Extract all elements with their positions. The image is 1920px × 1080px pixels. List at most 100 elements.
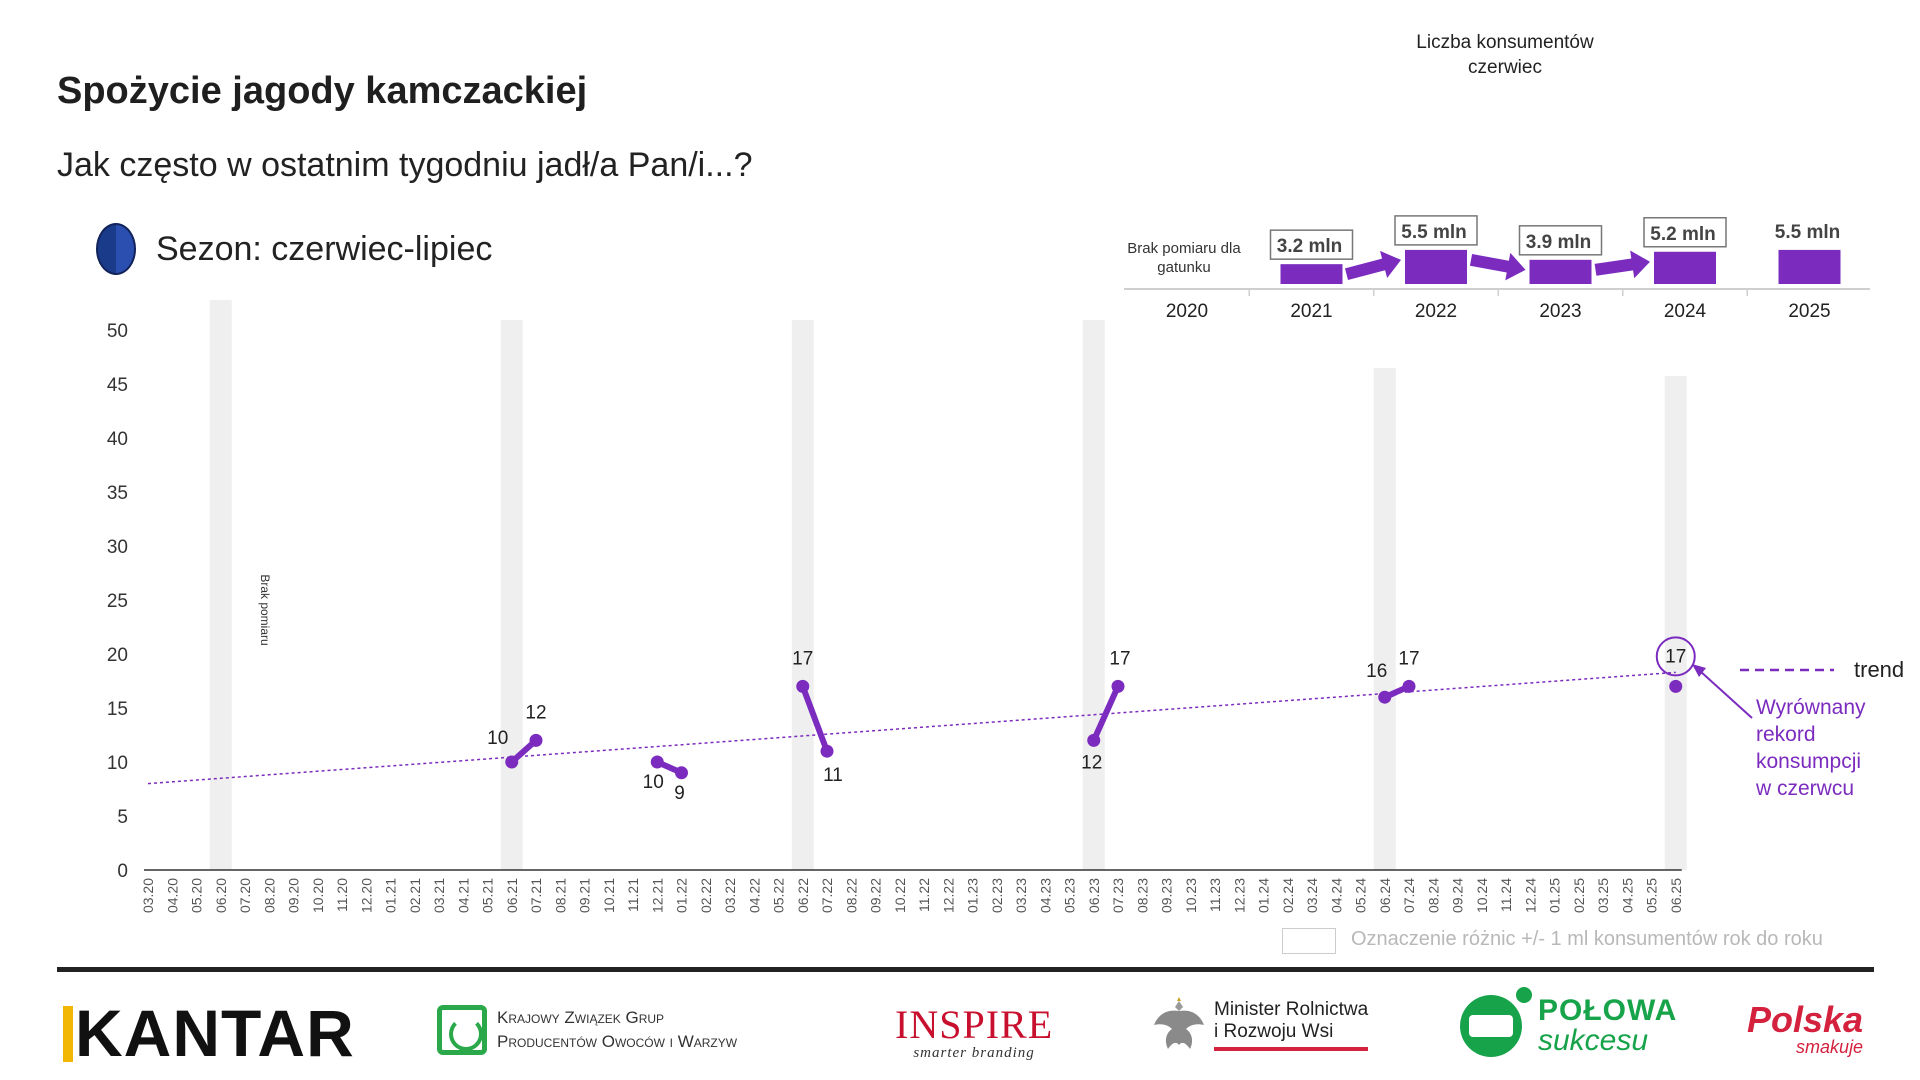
x-tick-label: 01.24 xyxy=(1256,878,1272,913)
annotation-text-line-4: w czerwcu xyxy=(1755,777,1854,800)
polowa-logo: POŁOWA sukcesu xyxy=(1460,987,1677,1057)
season-band-06.24 xyxy=(1373,368,1396,870)
kzgp-line1: Krajowy Związek Grup xyxy=(497,1008,665,1027)
y-tick-label: 15 xyxy=(107,699,128,720)
x-tick-label: 04.22 xyxy=(746,878,762,913)
bar-category-2020: 2020 xyxy=(1166,301,1208,322)
x-tick-label: 04.25 xyxy=(1619,878,1635,913)
annotation-arrowhead-icon xyxy=(1692,664,1706,677)
season-band-06.23 xyxy=(1082,320,1105,870)
no-data-note-line2: gatunku xyxy=(1157,259,1210,276)
x-tick-label: 01.21 xyxy=(383,878,399,913)
x-tick-label: 10.23 xyxy=(1183,878,1199,913)
legend-swatch xyxy=(1282,928,1336,954)
x-tick-label: 11.24 xyxy=(1498,878,1514,912)
polska-line2: smakuje xyxy=(1796,1037,1864,1057)
x-tick-label: 12.24 xyxy=(1522,878,1538,913)
x-tick-label: 02.23 xyxy=(989,878,1005,913)
blueberry-icon xyxy=(96,223,136,275)
x-tick-label: 08.20 xyxy=(261,878,277,913)
x-tick-label: 08.24 xyxy=(1425,878,1441,913)
data-point-12.21 xyxy=(650,755,664,769)
legend-note: Oznaczenie różnic +/- 1 ml konsumentów r… xyxy=(1351,928,1823,950)
annotation-text-line-3: konsumpcji xyxy=(1756,750,1861,773)
page-title: Spożycie jagody kamczackiej xyxy=(57,70,588,112)
x-tick-label: 03.21 xyxy=(431,878,447,913)
bar-label-2021: 3.2 mln xyxy=(1277,236,1342,257)
y-tick-label: 45 xyxy=(107,375,128,396)
data-label-12.21: 10 xyxy=(643,772,664,793)
x-tick-label: 07.20 xyxy=(237,878,253,913)
trend-line xyxy=(147,671,1676,785)
bar-2023 xyxy=(1529,259,1592,284)
eagle-icon xyxy=(1154,997,1204,1049)
season-label: Sezon: czerwiec-lipiec xyxy=(156,229,493,268)
kantar-wordmark: KANTAR xyxy=(75,996,355,1070)
y-tick-label: 0 xyxy=(117,861,128,882)
data-point-07.23 xyxy=(1111,679,1125,693)
y-tick-label: 25 xyxy=(107,591,128,612)
x-tick-label: 03.25 xyxy=(1595,878,1611,913)
data-point-07.22 xyxy=(820,744,834,758)
kzgp-mark-icon xyxy=(437,1005,487,1055)
annotation-text-line-2: rekord xyxy=(1756,723,1816,746)
data-label-07.23: 17 xyxy=(1109,648,1130,669)
data-point-06.21 xyxy=(505,755,519,769)
x-tick-label: 02.25 xyxy=(1571,878,1587,913)
bar-label-box-2022 xyxy=(1394,215,1478,246)
x-tick-label: 03.22 xyxy=(722,878,738,913)
bar-category-2022: 2022 xyxy=(1415,301,1457,322)
bar-label-box-2021 xyxy=(1269,229,1354,260)
x-tick-label: 07.21 xyxy=(528,878,544,913)
season-band-06.21 xyxy=(500,320,523,870)
data-label-07.21: 12 xyxy=(525,702,546,723)
x-tick-label: 10.21 xyxy=(601,878,617,913)
minister-logo: Minister Rolnictwa i Rozwoju Wsi xyxy=(1152,995,1369,1055)
x-tick-label: 01.23 xyxy=(965,878,981,913)
data-point-06.24 xyxy=(1378,690,1392,704)
x-tick-label: 01.25 xyxy=(1547,878,1563,913)
data-label-01.22: 9 xyxy=(674,783,685,804)
consumers-title-line1: Liczba konsumentów xyxy=(1416,32,1594,53)
data-label-06.25: 17 xyxy=(1665,646,1686,667)
data-point-07.21 xyxy=(529,733,543,747)
x-tick-label: 06.22 xyxy=(795,878,811,913)
logo-strip: KANTAR Krajowy Związek Grup Producentów … xyxy=(57,985,1877,1075)
polska-smakuje-logo: Polska smakuje xyxy=(1747,999,1864,1058)
x-tick-label: 05.24 xyxy=(1353,878,1369,913)
y-tick-label: 30 xyxy=(107,537,128,558)
data-label-06.23: 12 xyxy=(1081,752,1102,773)
data-label-06.24: 16 xyxy=(1366,661,1387,682)
annotation-arrow-line xyxy=(1699,670,1753,719)
bar-2025 xyxy=(1778,249,1841,284)
inspire-logo: INSPIRE smarter branding xyxy=(895,1005,1053,1062)
y-tick-label: 10 xyxy=(107,753,128,774)
x-tick-label: 07.23 xyxy=(1110,878,1126,913)
kantar-bar-icon xyxy=(63,1006,73,1062)
x-tick-label: 10.20 xyxy=(310,878,326,913)
x-tick-label: 05.22 xyxy=(771,878,787,913)
x-tick-label: 03.20 xyxy=(140,878,156,913)
x-tick-label: 12.21 xyxy=(649,878,665,913)
annotation-text-line-1: Wyrównany xyxy=(1756,696,1866,719)
data-point-06.25 xyxy=(1669,679,1683,693)
polowa-line2: sukcesu xyxy=(1538,1024,1649,1057)
x-tick-label: 03.24 xyxy=(1304,878,1320,913)
x-tick-label: 04.23 xyxy=(1037,878,1053,913)
season-band-06.25 xyxy=(1664,376,1687,870)
season-header: Sezon: czerwiec-lipiec xyxy=(96,223,492,275)
no-measurement-note: Brak pomiaru xyxy=(258,574,272,645)
x-tick-label: 09.23 xyxy=(1159,878,1175,913)
consumers-title: Liczba konsumentów czerwiec xyxy=(1380,30,1630,80)
bar-2021 xyxy=(1280,264,1343,284)
consumers-title-line2: czerwiec xyxy=(1468,57,1542,78)
x-tick-label: 08.21 xyxy=(552,878,568,913)
x-tick-label: 08.23 xyxy=(1134,878,1150,913)
bar-category-2023: 2023 xyxy=(1539,301,1581,322)
x-tick-label: 11.23 xyxy=(1207,878,1223,912)
polska-line1: Polska xyxy=(1747,999,1864,1040)
x-tick-label: 11.22 xyxy=(916,878,932,912)
data-label-06.22: 17 xyxy=(792,648,813,669)
data-label-06.21: 10 xyxy=(487,728,508,749)
data-point-06.23 xyxy=(1087,733,1101,747)
